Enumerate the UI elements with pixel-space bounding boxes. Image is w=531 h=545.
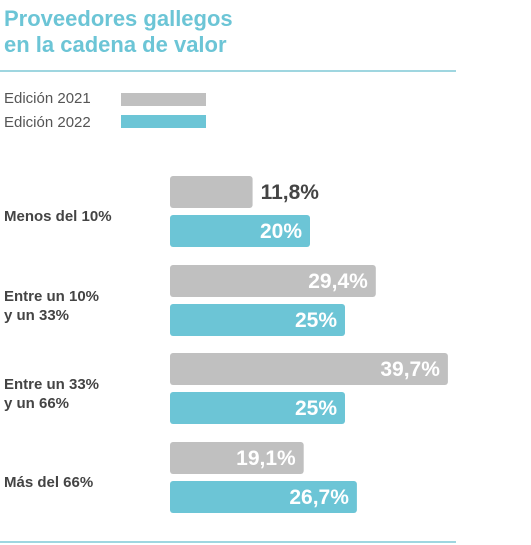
category-label-33-66: Entre un 33% y un 66% (4, 376, 100, 412)
legend-label-2022: Edición 2022 (4, 114, 91, 131)
bar-2021-mas-66 (170, 442, 304, 474)
bar-2022-33-66 (170, 392, 345, 424)
category-label-mas-66: Más del 66% (4, 474, 94, 491)
value-label-2021-mas-66: 19,1% (236, 447, 296, 470)
value-label-2022-mas-66: 26,7% (289, 486, 349, 509)
legend-swatch-2021 (121, 93, 206, 106)
chart-title: Proveedores gallegos en la cadena de val… (4, 6, 233, 57)
value-label-2021-33-66: 39,7% (380, 358, 440, 381)
bottom-divider (0, 541, 456, 543)
category-label-menos-10: Menos del 10% (4, 208, 112, 225)
legend-label-2021: Edición 2021 (4, 90, 91, 107)
bar-2022-10-33 (170, 304, 345, 336)
value-label-2021-menos-10: 11,8% (261, 181, 320, 204)
bar-2022-mas-66 (170, 481, 357, 513)
value-label-2022-10-33: 25% (295, 309, 337, 332)
bar-2021-33-66 (170, 353, 448, 385)
value-label-2021-10-33: 29,4% (308, 270, 368, 293)
value-label-2022-33-66: 25% (295, 397, 337, 420)
bar-2021-menos-10 (170, 176, 253, 208)
value-label-2022-menos-10: 20% (260, 220, 302, 243)
legend-swatch-2022 (121, 115, 206, 128)
category-label-10-33: Entre un 10% y un 33% (4, 288, 100, 324)
title-divider (0, 70, 456, 72)
bar-2021-10-33 (170, 265, 376, 297)
bar-2022-menos-10 (170, 215, 310, 247)
